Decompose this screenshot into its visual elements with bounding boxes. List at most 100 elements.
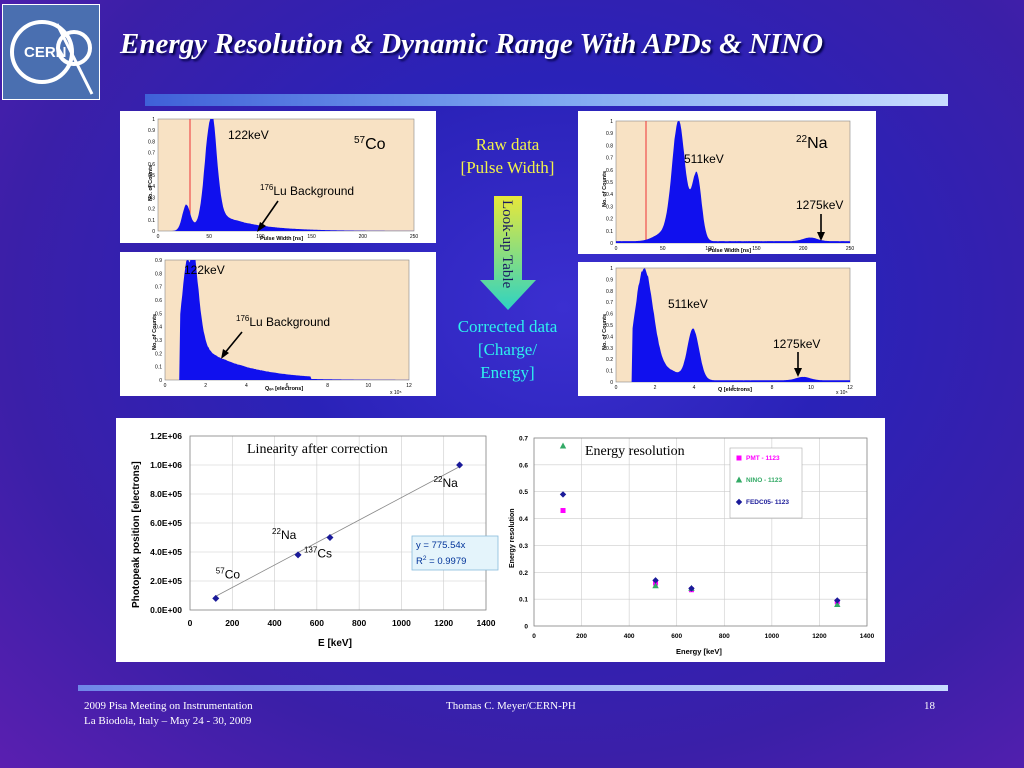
spectrum-xtick: 50 [206, 234, 212, 240]
spectrum-ytick: 0.4 [606, 334, 613, 340]
resolution-ytick: 0.7 [519, 436, 528, 443]
resolution-point [652, 577, 659, 584]
spectrum-ytick: 0.9 [148, 128, 155, 134]
resolution-xtick: 400 [624, 633, 635, 640]
spectrum-xtick: 6 [732, 385, 735, 391]
co57-raw-bg-label: 176Lu Background [260, 183, 354, 198]
energy-resolution-title: Energy resolution [585, 444, 685, 459]
spectrum-ytick: 0.8 [606, 143, 613, 149]
spectrum-ytick: 0.2 [606, 357, 613, 363]
spectrum-xtick: 10 [808, 385, 814, 391]
na22-corrected-peak1-label: 511keV [668, 297, 708, 311]
co57-raw-bg-arrowhead [257, 222, 266, 232]
resolution-point [652, 582, 659, 589]
na22-corrected-peak2-label: 1275keV [773, 337, 820, 351]
na22-corrected-histogram [616, 268, 850, 382]
co57-corrected-peak-label: 122keV [184, 263, 225, 277]
resolution-point [559, 491, 567, 498]
resolution-point [559, 442, 567, 449]
linearity-ytick: 1.0E+06 [150, 460, 182, 470]
na22-raw-histogram [616, 121, 850, 243]
spectrum-xtick: 50 [660, 246, 666, 252]
energy-resolution-legend [729, 447, 803, 519]
spectrum-xtick: 2 [204, 383, 207, 389]
na22-corrected-exp: x 10⁵ [836, 390, 848, 396]
co57-corrected-bg-label: 176Lu Background [236, 314, 330, 329]
resolution-legend-label: PMT - 1123 [746, 455, 780, 462]
na22-corrected-peak2-arrowhead [794, 368, 802, 377]
co57-corrected-ylabel: No. of Counts [152, 314, 158, 350]
resolution-legend-marker [735, 476, 743, 483]
spectrum-ytick: 0.6 [148, 162, 155, 168]
linearity-ytick: 6.0E+05 [150, 518, 182, 528]
spectrum-xtick: 12 [406, 383, 412, 389]
spectrum-ytick: 0 [159, 378, 162, 384]
spectrum-ytick: 0.5 [606, 180, 613, 186]
linearity-ytick: 2.0E+05 [150, 576, 182, 586]
spectrum-xtick: 200 [799, 246, 808, 252]
linearity-fit-r2: R2 = 0.9979 [416, 555, 466, 567]
spectrum-ytick: 0.8 [606, 289, 613, 295]
spectrum-ytick: 0.5 [606, 323, 613, 329]
spectrum-ytick: 0.4 [148, 184, 155, 190]
linearity-xtick: 400 [267, 618, 281, 628]
co57-corrected-exp: x 10⁵ [390, 390, 402, 396]
spectrum-xtick: 6 [286, 383, 289, 389]
resolution-legend-marker [735, 498, 743, 506]
na22-raw-peak2-label: 1275keV [796, 198, 843, 212]
resolution-xtick: 800 [719, 633, 730, 640]
co57-corrected-bg-arrow [223, 331, 243, 355]
footer-page-number: 18 [924, 700, 935, 712]
spectrum-ytick: 0.8 [155, 271, 162, 277]
resolution-point [834, 597, 841, 604]
linearity-xtick: 0 [188, 618, 193, 628]
spectrum-ytick: 0 [152, 229, 155, 235]
linearity-fit-equation: y = 775.54x [416, 540, 466, 551]
spectrum-ytick: 0 [610, 241, 613, 247]
na22-corrected-ylabel: No. of Counts [602, 314, 608, 350]
spectrum-ytick: 0.7 [606, 156, 613, 162]
spectrum-xtick: 100 [705, 246, 714, 252]
spectrum-ytick: 0.6 [606, 168, 613, 174]
linearity-ytick: 1.2E+06 [150, 431, 182, 441]
co57-corrected-spectrum: 0 0.1 0.2 0.3 0.4 0.5 0.6 0.7 0.8 0.9 0 2 4 6 8 10 12 Q… [120, 252, 436, 396]
resolution-point [560, 508, 566, 514]
resolution-xtick: 600 [671, 633, 682, 640]
logo-text: CERN [24, 44, 67, 61]
resolution-ytick: 0.5 [519, 489, 528, 496]
na22-raw-xlabel: Pulse Width [ns] [708, 248, 751, 254]
na22-raw-peak2-arrowhead [817, 232, 825, 241]
spectrum-xtick: 0 [164, 383, 167, 389]
resolution-legend-marker [736, 455, 742, 461]
spectrum-ytick: 0.8 [148, 139, 155, 145]
spectrum-ytick: 0.1 [155, 365, 162, 371]
resolution-legend-label: NINO - 1123 [746, 477, 783, 484]
na22-corrected-xlabel: Q [electrons] [718, 387, 752, 393]
co57-raw-ylabel: No. of Counts [148, 165, 154, 201]
linearity-xtick: 1200 [434, 618, 453, 628]
linearity-xlabel: E [keV] [318, 638, 352, 649]
spectrum-ytick: 0.3 [155, 338, 162, 344]
spectrum-xtick: 150 [307, 234, 316, 240]
lookup-table-label: Look-up Table [499, 200, 515, 289]
linearity-chart: 0.0E+00 2.0E+05 4.0E+05 6.0E+05 8.0E+05 1.0E+… [131, 431, 499, 649]
resolution-ytick: 0.1 [519, 597, 528, 604]
na22-raw-ylabel: No. of Counts [602, 171, 608, 207]
spectrum-xtick: 4 [693, 385, 696, 391]
linearity-point [326, 534, 334, 541]
energy-resolution-xlabel: Energy [keV] [676, 647, 722, 656]
linearity-point-label: 22Na [434, 475, 459, 490]
co57-raw-peak-label: 122keV [228, 128, 269, 142]
linearity-title: Linearity after correction [247, 442, 388, 457]
co57-raw-source-label: 57Co [354, 135, 386, 153]
resolution-legend-label: FEDC05- 1123 [746, 499, 789, 506]
raw-data-label: Raw data [Pulse Width] [460, 135, 555, 177]
spectrum-xtick: 8 [771, 385, 774, 391]
linearity-fit-box [411, 535, 499, 571]
footer-conference: 2009 Pisa Meeting on Instrumentation La … [84, 700, 253, 727]
linearity-ytick: 4.0E+05 [150, 547, 182, 557]
spectrum-ytick: 0.1 [606, 369, 613, 375]
lookup-table-arrow: Look-up Table [480, 196, 536, 310]
spectrum-ytick: 0.7 [606, 300, 613, 306]
spectrum-ytick: 0.6 [606, 312, 613, 318]
